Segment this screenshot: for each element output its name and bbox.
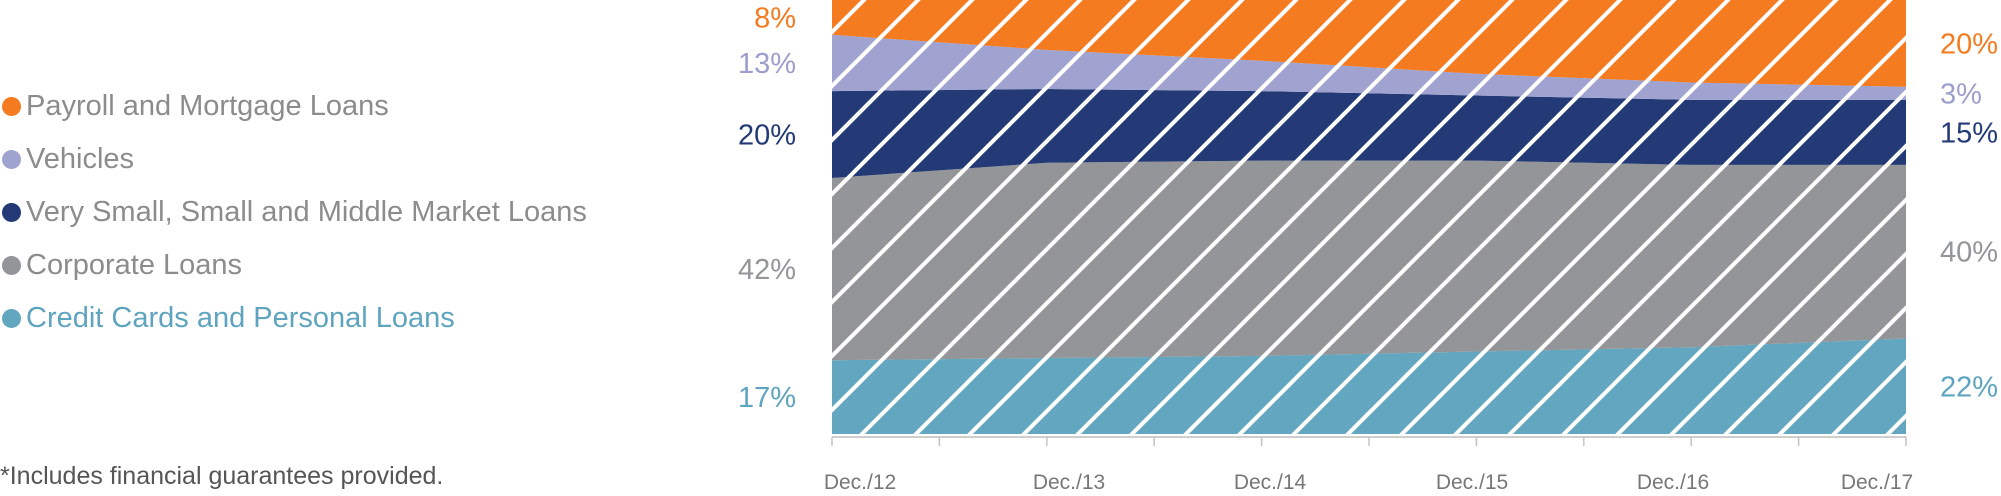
legend-item-sme: Very Small, Small and Middle Market Loan… — [2, 186, 587, 239]
footnote: *Includes financial guarantees provided. — [0, 462, 444, 490]
x-tick-label: Dec./13 — [1033, 471, 1105, 494]
start-label-payroll: 8% — [754, 2, 796, 34]
chart-legend: Payroll and Mortgage Loans Vehicles Very… — [2, 80, 587, 345]
start-label-corporate: 42% — [738, 254, 796, 286]
x-tick-label: Dec./15 — [1436, 471, 1508, 494]
x-tick-label: Dec./17 — [1841, 471, 1913, 494]
legend-item-vehicles: Vehicles — [2, 133, 587, 186]
start-label-credit: 17% — [738, 382, 796, 414]
end-label-payroll: 20% — [1940, 28, 1998, 60]
percentage-labels: 17% 22% 42% 40% 20% 15% 13% 3% 8% 20% — [738, 2, 1998, 414]
legend-dot-vehicles-icon — [2, 150, 21, 169]
hatch-overlay — [832, 0, 1906, 434]
legend-dot-credit-icon — [2, 309, 21, 328]
legend-label-vehicles: Vehicles — [26, 143, 135, 175]
legend-label-corporate: Corporate Loans — [26, 249, 243, 281]
legend-dot-payroll-icon — [2, 97, 21, 116]
start-label-vehicles: 13% — [738, 48, 796, 80]
start-label-sme: 20% — [738, 120, 796, 152]
legend-label-sme: Very Small, Small and Middle Market Loan… — [26, 196, 587, 228]
end-label-vehicles: 3% — [1940, 78, 1982, 110]
legend-label-credit: Credit Cards and Personal Loans — [26, 302, 455, 334]
end-label-credit: 22% — [1940, 371, 1998, 403]
x-tick-label: Dec./16 — [1637, 471, 1709, 494]
end-label-corporate: 40% — [1940, 237, 1998, 269]
x-tick-label: Dec./14 — [1234, 471, 1307, 494]
legend-item-credit: Credit Cards and Personal Loans — [2, 292, 587, 345]
legend-label-payroll: Payroll and Mortgage Loans — [26, 90, 389, 122]
x-tick-label: Dec./12 — [824, 471, 896, 494]
legend-dot-sme-icon — [2, 203, 21, 222]
x-axis: Dec./12 Dec./13 Dec./14 Dec./15 Dec./16 Dec./… — [824, 436, 1913, 494]
legend-item-payroll: Payroll and Mortgage Loans — [2, 80, 587, 133]
legend-dot-corporate-icon — [2, 256, 21, 275]
end-label-sme: 15% — [1940, 117, 1998, 149]
legend-item-corporate: Corporate Loans — [2, 239, 587, 292]
